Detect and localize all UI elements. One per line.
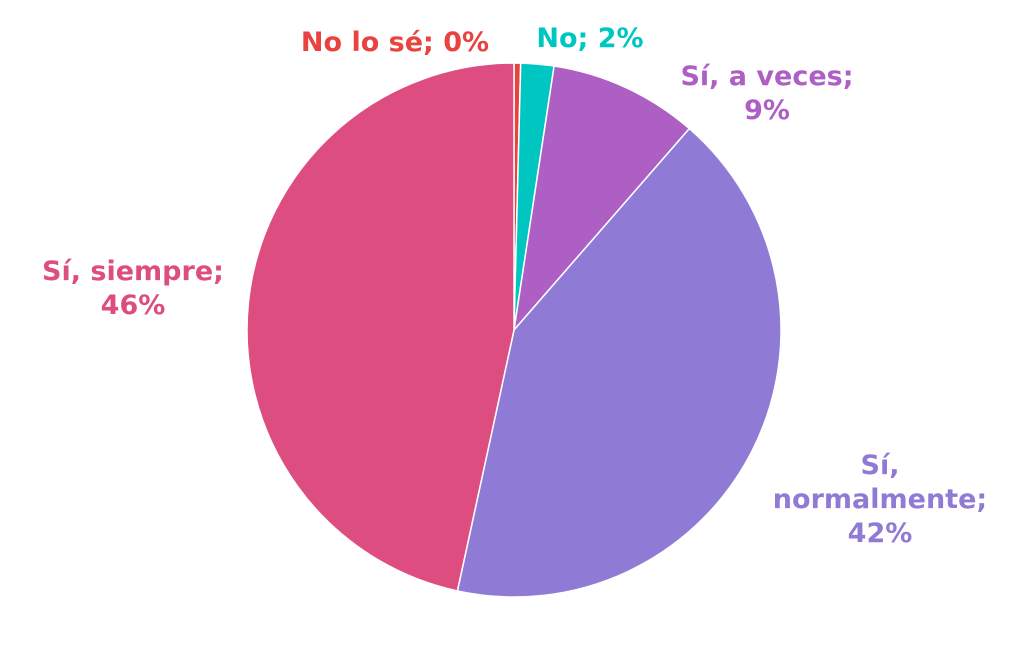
data-label-si-normalmente: Sí, normalmente; 42% (773, 450, 987, 549)
pie-slices (246, 62, 782, 598)
pie-slice-si-siempre (246, 62, 515, 592)
pie-slice-si-normalmente (456, 127, 782, 598)
data-label-no-lo-se: No lo sé; 0% (301, 27, 489, 58)
data-labels: No lo sé; 0% No; 2% Sí, a veces; 9% Sí, norma… (42, 23, 987, 549)
pie-slice-si-a-veces (512, 65, 691, 333)
data-label-no: No; 2% (536, 23, 643, 54)
data-label-si-a-veces: Sí, a veces; 9% (680, 61, 853, 126)
data-label-si-siempre: Sí, siempre; 46% (42, 256, 224, 321)
